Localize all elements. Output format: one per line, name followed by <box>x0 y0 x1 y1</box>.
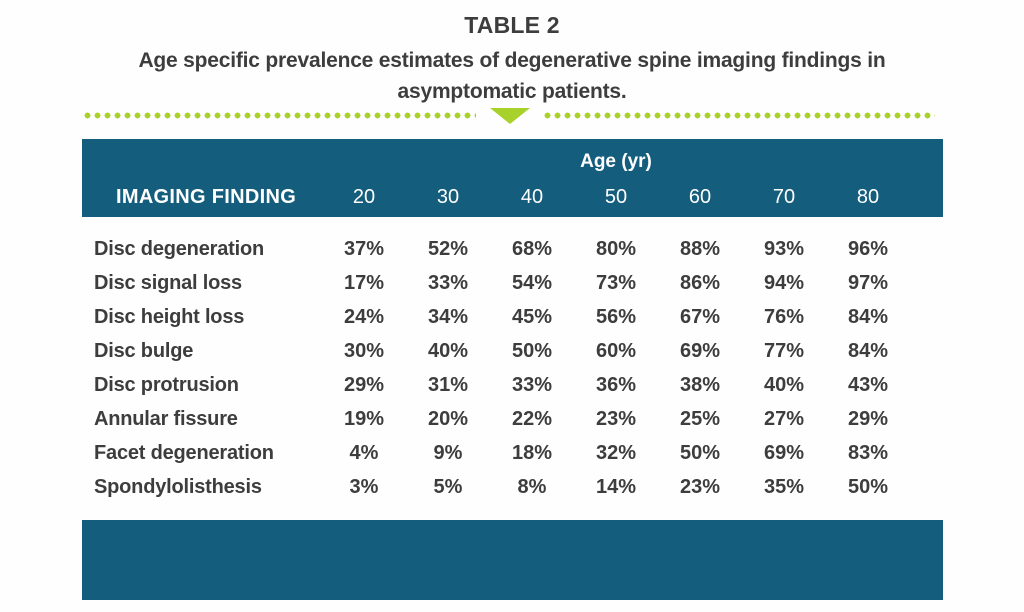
row-label: Spondylolisthesis <box>94 475 262 498</box>
value-cell: 27% <box>763 407 805 430</box>
value-cell: 69% <box>763 441 805 464</box>
value-cell: 29% <box>343 373 385 396</box>
column-header-age-80: 80 <box>856 185 880 208</box>
value-cell: 43% <box>847 373 889 396</box>
value-cell: 93% <box>763 237 805 260</box>
value-cell: 33% <box>511 373 553 396</box>
value-cell: 86% <box>679 271 721 294</box>
value-cell: 94% <box>763 271 805 294</box>
value-cell: 97% <box>847 271 889 294</box>
table-subtitle-line1: Age specific prevalence estimates of deg… <box>138 49 886 72</box>
value-cell: 29% <box>847 407 889 430</box>
value-cell: 8% <box>517 475 547 498</box>
value-cell: 68% <box>511 237 553 260</box>
value-cell: 45% <box>511 305 553 328</box>
value-cell: 33% <box>427 271 469 294</box>
dotted-divider <box>84 106 935 124</box>
table-number: TABLE 2 <box>464 12 560 38</box>
table-row: Spondylolisthesis 3% 5% 8% 14% 23% 35% 5… <box>82 470 943 504</box>
row-label: Disc degeneration <box>94 237 264 260</box>
column-header-row: IMAGING FINDING 20 30 40 50 60 70 80 <box>82 177 943 217</box>
age-group-row: Age (yr) <box>82 147 943 177</box>
row-label: Annular fissure <box>94 407 238 430</box>
row-label: Disc height loss <box>94 305 245 328</box>
table-row: Disc height loss 24% 34% 45% 56% 67% 76%… <box>82 300 943 334</box>
value-cell: 50% <box>511 339 553 362</box>
value-cell: 77% <box>763 339 805 362</box>
value-cell: 40% <box>427 339 469 362</box>
column-header-imaging-finding: IMAGING FINDING <box>116 185 297 208</box>
value-cell: 23% <box>595 407 637 430</box>
row-label: Disc bulge <box>94 339 194 362</box>
row-label: Facet degeneration <box>94 441 274 464</box>
value-cell: 32% <box>595 441 637 464</box>
table-row: Facet degeneration 4% 9% 18% 32% 50% 69%… <box>82 436 943 470</box>
table-body: Disc degeneration 37% 52% 68% 80% 88% 93… <box>82 232 943 504</box>
value-cell: 38% <box>679 373 721 396</box>
value-cell: 4% <box>349 441 379 464</box>
table-row: Annular fissure 19% 20% 22% 23% 25% 27% … <box>82 402 943 436</box>
column-header-age-40: 40 <box>520 185 544 208</box>
value-cell: 76% <box>763 305 805 328</box>
column-header-age-50: 50 <box>604 185 628 208</box>
value-cell: 14% <box>595 475 637 498</box>
table-row: Disc protrusion 29% 31% 33% 36% 38% 40% … <box>82 368 943 402</box>
value-cell: 17% <box>343 271 385 294</box>
title-block: TABLE 2 Age specific prevalence estimate… <box>0 12 1024 107</box>
table-subtitle-line2: asymptomatic patients. <box>397 80 627 103</box>
column-header-age-70: 70 <box>772 185 796 208</box>
table-row: Disc bulge 30% 40% 50% 60% 69% 77% 84% <box>82 334 943 368</box>
value-cell: 23% <box>679 475 721 498</box>
value-cell: 18% <box>511 441 553 464</box>
value-cell: 84% <box>847 339 889 362</box>
column-header-age-20: 20 <box>352 185 376 208</box>
table-header: Age (yr) IMAGING FINDING 20 30 40 50 60 … <box>82 139 943 217</box>
row-label: Disc protrusion <box>94 373 239 396</box>
value-cell: 40% <box>763 373 805 396</box>
value-cell: 9% <box>433 441 463 464</box>
value-cell: 88% <box>679 237 721 260</box>
value-cell: 54% <box>511 271 553 294</box>
value-cell: 69% <box>679 339 721 362</box>
down-triangle-icon <box>489 108 530 124</box>
table-row: Disc degeneration 37% 52% 68% 80% 88% 93… <box>82 232 943 266</box>
value-cell: 84% <box>847 305 889 328</box>
value-cell: 56% <box>595 305 637 328</box>
age-group-label: Age (yr) <box>580 151 652 172</box>
value-cell: 25% <box>679 407 721 430</box>
value-cell: 36% <box>595 373 637 396</box>
value-cell: 24% <box>343 305 385 328</box>
value-cell: 37% <box>343 237 385 260</box>
value-cell: 20% <box>427 407 469 430</box>
value-cell: 80% <box>595 237 637 260</box>
footer-band <box>82 520 943 600</box>
value-cell: 50% <box>847 475 889 498</box>
column-header-age-60: 60 <box>688 185 712 208</box>
column-header-age-30: 30 <box>436 185 460 208</box>
table-row: Disc signal loss 17% 33% 54% 73% 86% 94%… <box>82 266 943 300</box>
value-cell: 83% <box>847 441 889 464</box>
dotted-line-left <box>84 111 476 119</box>
value-cell: 30% <box>343 339 385 362</box>
value-cell: 67% <box>679 305 721 328</box>
value-cell: 34% <box>427 305 469 328</box>
dotted-line-right <box>543 111 935 119</box>
value-cell: 50% <box>679 441 721 464</box>
value-cell: 5% <box>433 475 463 498</box>
value-cell: 22% <box>511 407 553 430</box>
value-cell: 31% <box>427 373 469 396</box>
row-label: Disc signal loss <box>94 271 242 294</box>
value-cell: 3% <box>349 475 379 498</box>
value-cell: 35% <box>763 475 805 498</box>
value-cell: 73% <box>595 271 637 294</box>
value-cell: 60% <box>595 339 637 362</box>
value-cell: 96% <box>847 237 889 260</box>
prevalence-table: Age (yr) IMAGING FINDING 20 30 40 50 60 … <box>82 139 943 600</box>
value-cell: 19% <box>343 407 385 430</box>
value-cell: 52% <box>427 237 469 260</box>
